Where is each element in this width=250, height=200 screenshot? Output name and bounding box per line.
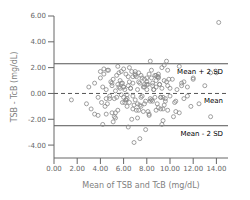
svg-text:-4.00: -4.00	[28, 142, 46, 150]
svg-text:0.00: 0.00	[30, 90, 46, 98]
svg-text:6.00: 6.00	[30, 12, 46, 20]
svg-text:6.00: 6.00	[116, 165, 132, 173]
svg-text:-2.00: -2.00	[28, 116, 46, 124]
svg-text:Mean + 2 SD: Mean + 2 SD	[177, 68, 223, 76]
svg-text:14.00: 14.00	[206, 165, 226, 173]
svg-text:4.00: 4.00	[93, 165, 109, 173]
svg-text:8.00: 8.00	[139, 165, 155, 173]
svg-text:Mean: Mean	[204, 97, 223, 105]
svg-text:Mean of TSB and TcB (mg/dL): Mean of TSB and TcB (mg/dL)	[82, 181, 199, 190]
svg-text:0.00: 0.00	[46, 165, 62, 173]
svg-text:2.00: 2.00	[30, 64, 46, 72]
svg-text:12.00: 12.00	[183, 165, 203, 173]
svg-text:TSB - TcB (mg/dL): TSB - TcB (mg/dL)	[10, 52, 19, 124]
svg-text:Mean - 2 SD: Mean - 2 SD	[180, 130, 223, 138]
svg-text:10.00: 10.00	[160, 165, 180, 173]
svg-text:4.00: 4.00	[30, 38, 46, 46]
svg-text:2.00: 2.00	[69, 165, 85, 173]
